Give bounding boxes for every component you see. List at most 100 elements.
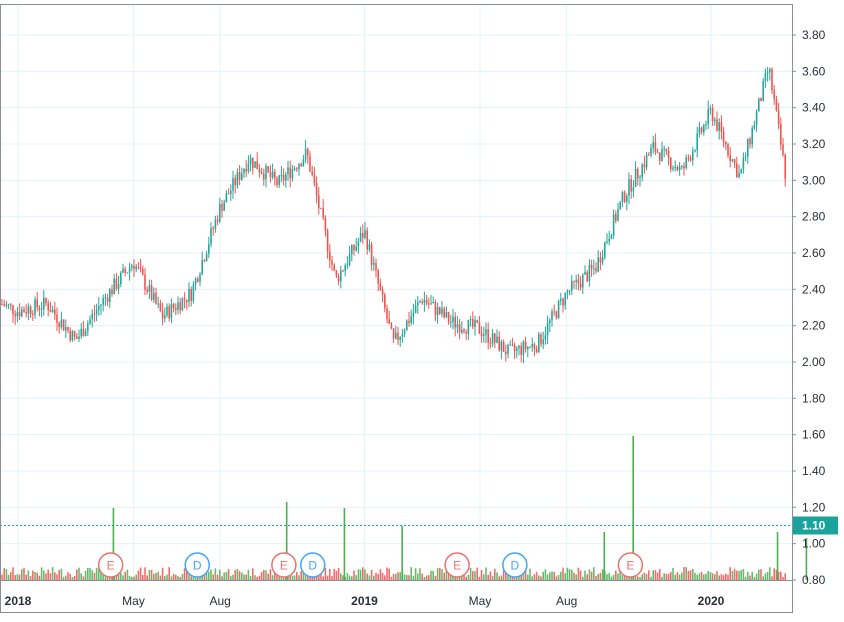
volume-bar: [73, 575, 76, 580]
volume-bar: [45, 573, 47, 580]
candle-body: [102, 297, 104, 305]
candle-body: [577, 279, 580, 284]
volume-bar: [29, 576, 32, 580]
candle-body: [203, 260, 206, 262]
y-tick-label: 2.20: [802, 319, 826, 333]
volume-bar: [390, 576, 393, 580]
volume-bar: [381, 572, 384, 580]
volume-bar: [522, 569, 525, 580]
candle-body: [716, 119, 718, 131]
candle-body: [386, 308, 388, 320]
candle-body: [509, 344, 511, 346]
candle-body: [485, 329, 487, 335]
candle-body: [617, 209, 619, 221]
dividend-marker[interactable]: D: [300, 552, 326, 578]
volume-bar: [324, 567, 327, 580]
candle-body: [315, 183, 318, 196]
volume-bar: [146, 575, 148, 580]
candle-body: [254, 161, 256, 168]
volume-bar: [472, 571, 474, 580]
candle-body: [183, 298, 186, 300]
volume-bar: [388, 568, 390, 580]
candle-body: [408, 320, 410, 323]
volume-bar: [80, 573, 82, 580]
volume-bar: [58, 570, 60, 580]
candle-body: [771, 69, 773, 91]
candle-body: [615, 214, 617, 221]
dividend-marker[interactable]: D: [184, 552, 210, 578]
volume-bar: [392, 574, 395, 580]
volume-bar: [403, 574, 406, 580]
candle-body: [689, 158, 692, 161]
volume-bar: [172, 573, 175, 580]
candle-body: [249, 157, 252, 164]
candle-body: [304, 148, 307, 160]
volume-spike: [112, 508, 115, 580]
candle-body: [498, 336, 500, 351]
candle-body: [665, 148, 668, 152]
volume-bar: [685, 567, 687, 580]
volume-spike: [603, 532, 606, 580]
volume-bar: [3, 568, 5, 580]
x-tick-label: Aug: [556, 594, 577, 608]
volume-bar: [40, 567, 43, 580]
volume-bar: [700, 571, 703, 580]
candle-body: [71, 331, 74, 341]
volume-bar: [124, 571, 126, 580]
volume-bar: [76, 569, 78, 580]
candle-body: [137, 266, 140, 268]
candle-body: [421, 301, 423, 304]
candle-body: [247, 163, 250, 172]
volume-bar: [357, 569, 360, 580]
volume-bar: [170, 576, 173, 580]
candle-body: [326, 230, 329, 252]
candle-body: [553, 311, 555, 313]
volume-bar: [219, 569, 221, 580]
volume-bar: [478, 576, 481, 580]
volume-bar: [575, 574, 577, 580]
candle-body: [667, 151, 670, 158]
candle-body: [280, 174, 283, 176]
volume-bar: [733, 568, 736, 580]
candle-body: [243, 168, 245, 174]
volume-bar: [71, 576, 74, 580]
volume-bar: [623, 575, 626, 580]
volume-bar: [496, 572, 498, 580]
volume-bar: [296, 572, 298, 580]
volume-bar: [62, 576, 65, 580]
volume-bar: [769, 567, 771, 580]
volume-bar: [223, 572, 225, 580]
volume-bar: [725, 573, 727, 580]
candle-body: [674, 166, 676, 168]
earnings-marker[interactable]: E: [97, 552, 124, 578]
candle-body: [511, 344, 514, 346]
candle-body: [192, 284, 195, 301]
volume-bar: [608, 573, 610, 580]
volume-bar: [621, 575, 624, 580]
y-tick-label: 1.00: [802, 537, 826, 551]
volume-bar: [89, 568, 91, 580]
earnings-marker[interactable]: E: [617, 552, 644, 578]
event-letter: D: [511, 559, 520, 573]
volume-bar: [782, 576, 784, 580]
earnings-marker[interactable]: E: [444, 552, 470, 578]
candle-body: [27, 306, 30, 314]
candle-body: [643, 164, 646, 168]
event-circle: [271, 552, 297, 578]
candle-body: [436, 307, 439, 316]
volume-bar: [227, 569, 230, 580]
volume-bar: [208, 571, 210, 580]
candle-body: [370, 244, 373, 265]
volume-bar: [12, 567, 14, 580]
candle-body: [619, 201, 621, 210]
dividend-marker[interactable]: D: [502, 552, 528, 578]
candle-body: [212, 228, 214, 230]
candle-body: [571, 280, 573, 291]
candle-body: [758, 98, 760, 112]
volume-bar: [469, 567, 472, 580]
earnings-marker[interactable]: E: [271, 552, 297, 578]
candle-body: [692, 151, 694, 161]
